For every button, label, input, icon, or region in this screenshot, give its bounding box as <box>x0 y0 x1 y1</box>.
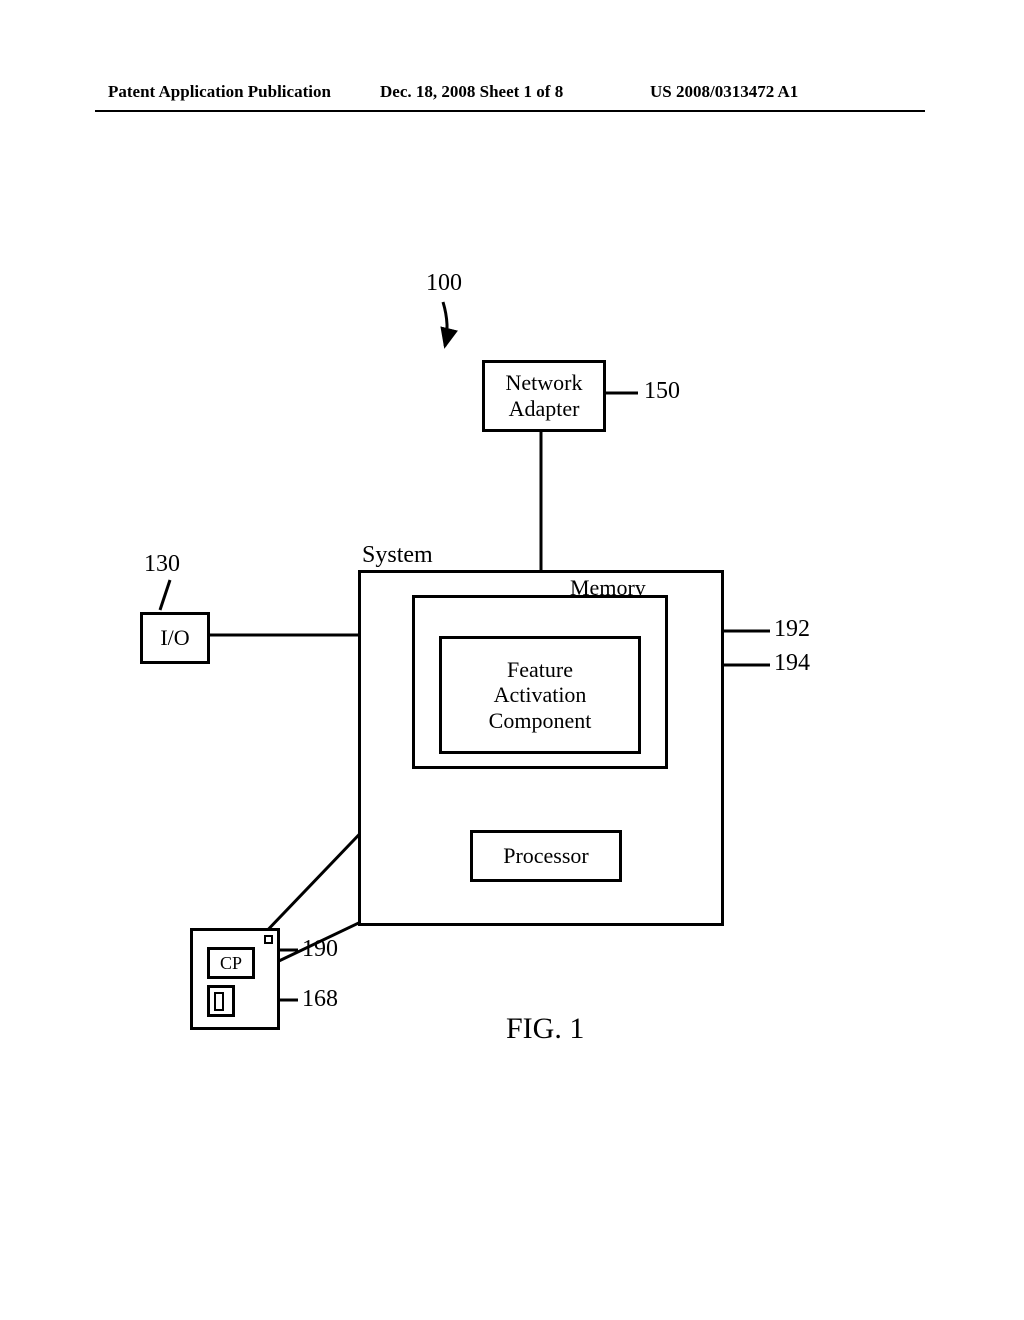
ref-arrow-100 <box>443 302 447 346</box>
ref-label-190: 190 <box>302 936 338 963</box>
cp-notch-icon <box>264 935 273 944</box>
cp-label: CP <box>220 953 242 974</box>
system-label: System <box>362 542 433 569</box>
network-adapter-label-1: Network <box>506 370 583 396</box>
cp-media-icon: CP <box>190 928 280 1030</box>
ref-label-100: 100 <box>426 270 462 297</box>
ref-label-192: 192 <box>774 616 810 643</box>
feature-label-2: Activation <box>494 682 587 707</box>
network-adapter-box: Network Adapter <box>482 360 606 432</box>
io-box: I/O <box>140 612 210 664</box>
cp-shutter-icon <box>207 985 235 1017</box>
processor-label: Processor <box>503 843 589 869</box>
ref-label-194: 194 <box>774 650 810 677</box>
figure-1-diagram: 100 150 130 192 194 120 196 190 168 Syst… <box>130 260 890 1060</box>
header-right: US 2008/0313472 A1 <box>650 82 798 102</box>
header-rule <box>95 110 925 112</box>
page: Patent Application Publication Dec. 18, … <box>0 0 1024 1320</box>
feature-activation-box: Feature Activation Component <box>439 636 641 754</box>
ref-label-168: 168 <box>302 986 338 1013</box>
io-label: I/O <box>160 625 189 651</box>
cp-shutter-slot-icon <box>214 992 224 1011</box>
feature-label-1: Feature <box>507 657 573 682</box>
network-adapter-label-2: Adapter <box>509 396 580 422</box>
header-left: Patent Application Publication <box>108 82 331 102</box>
figure-label: FIG. 1 <box>506 1012 584 1046</box>
ref-label-130: 130 <box>144 551 180 578</box>
page-header: Patent Application Publication Dec. 18, … <box>0 82 1024 112</box>
header-center: Dec. 18, 2008 Sheet 1 of 8 <box>380 82 563 102</box>
processor-box: Processor <box>470 830 622 882</box>
leader-130 <box>160 580 170 610</box>
feature-label-3: Component <box>489 708 592 733</box>
ref-label-150: 150 <box>644 378 680 405</box>
cp-label-box: CP <box>207 947 255 979</box>
